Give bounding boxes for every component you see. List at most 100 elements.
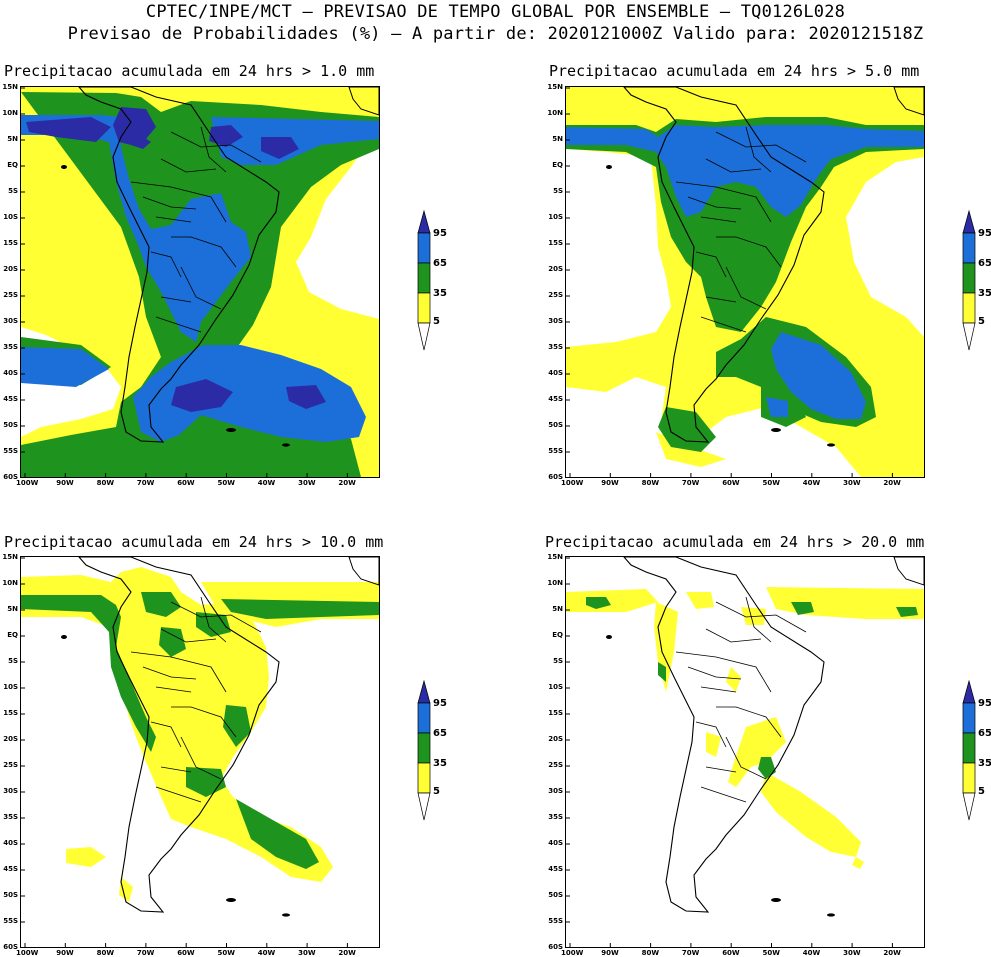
- lat-label: 35S: [548, 343, 563, 351]
- legend-swatch-0: [417, 322, 431, 351]
- legend-label: 35: [433, 758, 447, 769]
- lat-label: 25S: [3, 291, 18, 299]
- figure-title-line2: Previsao de Probabilidades (%) – A parti…: [67, 24, 924, 44]
- panel-title-20mm: Precipitacao acumulada em 24 hrs > 20.0 …: [545, 533, 925, 551]
- lat-label: 55S: [3, 447, 18, 455]
- country-border: [716, 236, 782, 268]
- country-border: [705, 296, 737, 303]
- legend-swatch-0: [962, 792, 976, 821]
- coastline-south-america: [78, 557, 280, 913]
- lon-label: 70W: [681, 949, 700, 957]
- lat-label: 30S: [3, 787, 18, 795]
- country-border: [155, 786, 202, 803]
- coastline-south-america: [623, 87, 825, 443]
- legend-10mm: 95 65 35 5: [416, 678, 466, 828]
- country-border: [170, 601, 262, 633]
- prob-5-area: [566, 589, 658, 612]
- prob-5-area: [726, 667, 741, 692]
- lat-label: 30S: [3, 317, 18, 325]
- island: [827, 443, 835, 447]
- country-border: [171, 706, 237, 738]
- island: [226, 428, 236, 432]
- country-border: [200, 126, 227, 173]
- prob-95-area: [26, 117, 111, 142]
- lat-label: 40S: [548, 839, 563, 847]
- prob-5-area: [761, 772, 861, 857]
- prob-95-area: [261, 137, 299, 159]
- lat-label: 55S: [3, 917, 18, 925]
- prob-35-area: [196, 612, 231, 637]
- lat-label: 15N: [547, 83, 563, 91]
- lon-label: 50W: [762, 479, 780, 487]
- prob-95-area: [286, 385, 326, 409]
- lon-label: 60W: [722, 949, 740, 957]
- country-border: [170, 131, 262, 163]
- lon-label: 50W: [217, 479, 235, 487]
- legend-label: 95: [433, 228, 447, 239]
- lat-label: 50S: [548, 421, 563, 429]
- lat-label: 5S: [553, 657, 563, 665]
- prob-95-area: [113, 107, 156, 147]
- panel-title-1mm: Precipitacao acumulada em 24 hrs > 1.0 m…: [4, 62, 375, 80]
- legend-label: 95: [978, 698, 991, 709]
- prob-95-area: [131, 132, 151, 149]
- legend-swatch-35: [962, 732, 976, 764]
- country-border: [687, 666, 742, 680]
- prob-5-area: [66, 847, 106, 867]
- prob-95-area: [171, 379, 233, 412]
- lon-label: 50W: [762, 949, 780, 957]
- lon-label: 30W: [298, 949, 316, 957]
- lat-label: 10S: [3, 213, 18, 221]
- country-border: [716, 706, 782, 738]
- lon-label: 80W: [96, 479, 115, 487]
- lat-label: 15N: [547, 553, 563, 561]
- country-border: [745, 596, 772, 643]
- country-border: [155, 316, 202, 333]
- island: [226, 898, 236, 902]
- lon-label: 60W: [177, 479, 195, 487]
- legend-label: 65: [978, 728, 991, 739]
- legend-swatch-35: [417, 262, 431, 294]
- lat-label: 5S: [8, 187, 18, 195]
- prob-5-area: [728, 717, 786, 787]
- legend-swatch-5: [417, 292, 431, 324]
- lon-label: 60W: [722, 479, 740, 487]
- map-svg: [566, 87, 924, 477]
- country-border: [142, 666, 197, 680]
- legend-5mm: 95 65 35 5: [961, 208, 991, 358]
- legend-svg: [417, 209, 431, 351]
- prob-35-area: [566, 117, 924, 332]
- panel-title-5mm: Precipitacao acumulada em 24 hrs > 5.0 m…: [549, 62, 920, 80]
- lon-label: 90W: [56, 479, 74, 487]
- coastline-south-america: [78, 87, 280, 443]
- lon-label: 90W: [56, 949, 74, 957]
- lon-label: 20W: [883, 479, 901, 487]
- lat-label: 5N: [7, 135, 18, 143]
- legend-label: 65: [433, 258, 447, 269]
- country-border: [180, 266, 222, 310]
- country-border: [695, 251, 727, 278]
- lon-label: 90W: [601, 479, 619, 487]
- legend-swatch-65: [417, 232, 431, 264]
- prob-65-area: [766, 397, 788, 417]
- country-border: [700, 786, 747, 803]
- lat-label: EQ: [7, 631, 18, 639]
- island: [282, 913, 290, 917]
- lon-label: 80W: [96, 949, 115, 957]
- island: [606, 165, 612, 169]
- lat-label: 15N: [2, 83, 18, 91]
- lat-label: 15S: [3, 239, 18, 247]
- lat-label: 45S: [548, 395, 563, 403]
- lon-label: 20W: [338, 479, 356, 487]
- country-border: [155, 686, 192, 693]
- lat-label: 25S: [548, 291, 563, 299]
- coastline-africa: [348, 87, 379, 116]
- lat-label: 55S: [548, 917, 563, 925]
- lat-label: 10N: [2, 109, 18, 117]
- country-border: [675, 181, 772, 223]
- lat-label: 50S: [3, 421, 18, 429]
- legend-swatch-5: [962, 292, 976, 324]
- lat-label: 35S: [3, 813, 18, 821]
- prob-35-area: [896, 607, 918, 617]
- legend-label: 65: [978, 258, 991, 269]
